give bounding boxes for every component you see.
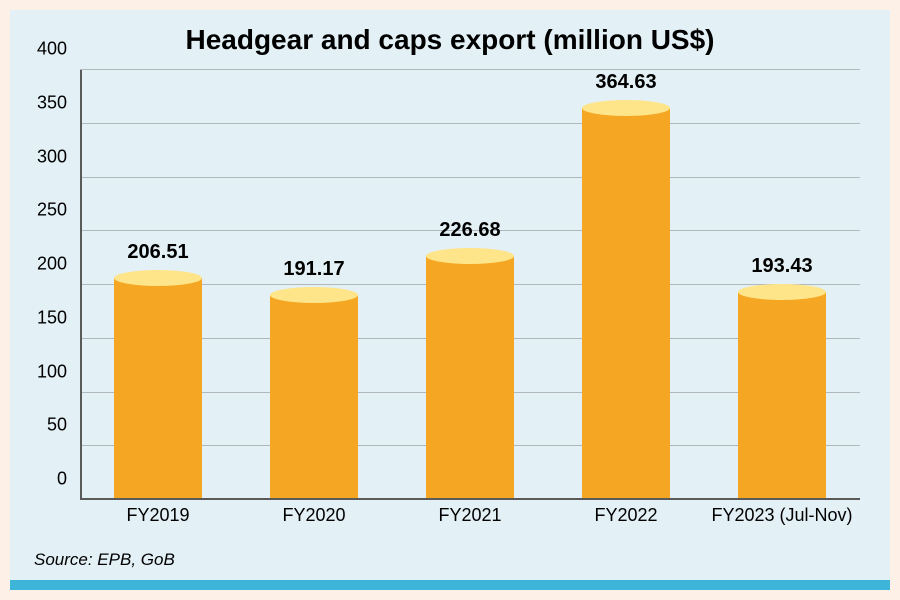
bar-body: [114, 278, 202, 500]
bar-slot: 206.51: [80, 70, 236, 500]
bottom-accent-bar: [10, 580, 890, 590]
bar-top-ellipse: [270, 287, 358, 303]
bar-body: [582, 108, 670, 500]
y-tick: 400: [2, 39, 67, 60]
x-axis-labels: FY2019 FY2020 FY2021 FY2022 FY2023 (Jul-…: [80, 505, 860, 527]
outer-frame: Headgear and caps export (million US$) 0…: [0, 0, 900, 600]
y-tick: 300: [2, 146, 67, 167]
bar-slot: 364.63: [548, 70, 704, 500]
bar-body: [270, 295, 358, 501]
bar-value: 206.51: [127, 241, 188, 264]
bar-fy2021: 226.68: [426, 256, 514, 500]
bar-top-ellipse: [426, 248, 514, 264]
bar-inner-dip: [270, 303, 358, 319]
x-label: FY2023 (Jul-Nov): [704, 505, 860, 527]
bar-value: 193.43: [751, 255, 812, 278]
bar-slot: 191.17: [236, 70, 392, 500]
x-axis-line: [80, 498, 860, 500]
bar-slot: 226.68: [392, 70, 548, 500]
bar-value: 226.68: [439, 219, 500, 242]
bar-fy2023: 193.43: [738, 292, 826, 500]
bar-body: [426, 256, 514, 500]
y-tick: 0: [2, 469, 67, 490]
y-tick: 250: [2, 200, 67, 221]
x-label: FY2020: [236, 505, 392, 527]
y-tick: 100: [2, 361, 67, 382]
bar-value: 191.17: [283, 258, 344, 281]
y-tick: 350: [2, 92, 67, 113]
y-tick: 50: [2, 415, 67, 436]
bar-body: [738, 292, 826, 500]
bar-inner-dip: [738, 300, 826, 316]
bar-value: 364.63: [595, 71, 656, 94]
x-label: FY2022: [548, 505, 704, 527]
bar-fy2020: 191.17: [270, 295, 358, 501]
chart-title: Headgear and caps export (million US$): [10, 24, 890, 56]
y-axis-line: [80, 70, 82, 500]
source-text: Source: EPB, GoB: [34, 550, 175, 570]
bar-fy2022: 364.63: [582, 108, 670, 500]
y-axis-labels: 0 50 100 150 200 250 300 350 400: [10, 70, 75, 500]
y-tick: 200: [2, 254, 67, 275]
chart-container: Headgear and caps export (million US$) 0…: [10, 10, 890, 590]
bar-inner-dip: [426, 264, 514, 280]
bar-top-ellipse: [114, 270, 202, 286]
bar-inner-dip: [582, 116, 670, 132]
bars-group: 206.51 191.17: [80, 70, 860, 500]
bar-top-ellipse: [738, 284, 826, 300]
plot-area: 206.51 191.17: [80, 70, 860, 500]
bar-inner-dip: [114, 286, 202, 302]
bar-fy2019: 206.51: [114, 278, 202, 500]
bar-slot: 193.43: [704, 70, 860, 500]
y-tick: 150: [2, 307, 67, 328]
bar-top-ellipse: [582, 100, 670, 116]
x-label: FY2019: [80, 505, 236, 527]
x-label: FY2021: [392, 505, 548, 527]
